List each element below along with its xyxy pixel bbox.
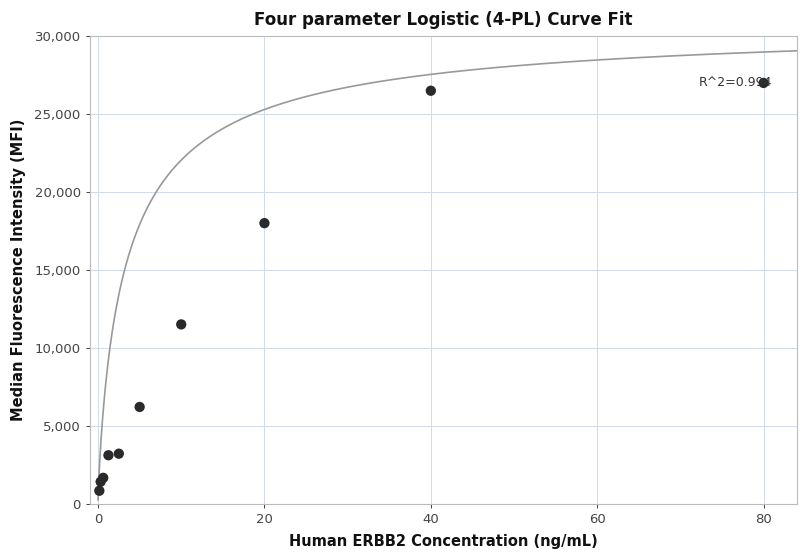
Point <box>757 78 770 87</box>
Title: Four parameter Logistic (4-PL) Curve Fit: Four parameter Logistic (4-PL) Curve Fit <box>254 11 633 29</box>
Point <box>112 449 125 458</box>
Point <box>97 473 110 482</box>
Point <box>258 218 271 227</box>
Point <box>175 320 187 329</box>
Point <box>133 403 146 412</box>
Y-axis label: Median Fluorescence Intensity (MFI): Median Fluorescence Intensity (MFI) <box>11 119 26 421</box>
Point <box>424 86 437 95</box>
X-axis label: Human ERBB2 Concentration (ng/mL): Human ERBB2 Concentration (ng/mL) <box>289 534 598 549</box>
Point <box>93 486 106 495</box>
Text: R^2=0.994: R^2=0.994 <box>699 76 772 89</box>
Point <box>102 451 115 460</box>
Point <box>95 477 107 486</box>
